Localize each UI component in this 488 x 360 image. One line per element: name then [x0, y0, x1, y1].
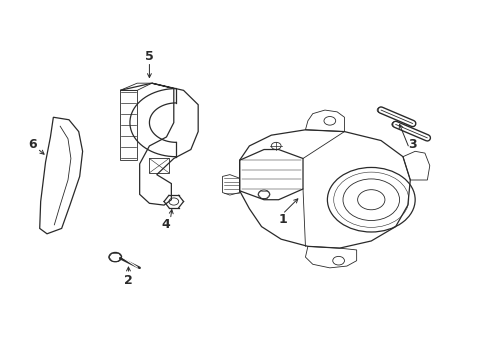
Text: 3: 3 [407, 138, 416, 150]
Text: 1: 1 [278, 213, 286, 226]
Text: 4: 4 [161, 218, 169, 231]
Text: 6: 6 [28, 138, 37, 150]
Text: 5: 5 [145, 50, 154, 63]
Text: 2: 2 [124, 274, 133, 287]
